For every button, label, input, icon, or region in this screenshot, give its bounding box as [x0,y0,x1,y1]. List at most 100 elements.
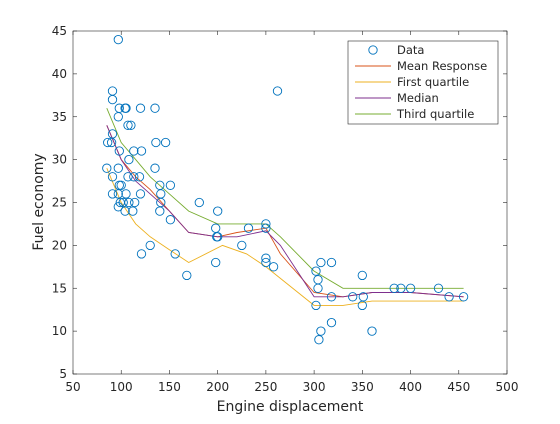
data-point [123,172,133,182]
data-point [121,189,131,199]
data-point [145,240,155,251]
data-point [151,137,161,148]
x-tick-label: 100 [110,380,133,394]
data-point [120,206,130,216]
x-axis: 50 100 150 200 250 300 350 400 450 500 [65,31,518,394]
data-point [121,103,131,113]
data-point [311,300,321,311]
data-point [326,257,337,268]
data-point [155,206,165,216]
data-point [103,137,113,148]
data-point [348,292,358,302]
data-point [357,270,367,281]
data-point [261,223,271,233]
data-point [444,292,454,302]
data-point [261,257,271,268]
y-tick-label: 10 [52,324,67,338]
data-point [114,146,124,156]
data-point [316,257,326,268]
x-tick-label: 250 [254,380,277,394]
data-point [170,249,180,259]
data-point [326,292,337,302]
data-point [126,120,136,130]
x-axis-label: Engine displacement [217,399,364,415]
data-point [134,172,145,182]
data-point [405,283,416,293]
y-tick-label: 45 [52,24,67,38]
legend-label-mean-response: Mean Response [397,59,487,73]
data-point [116,180,126,190]
data-point [135,189,146,199]
data-point [237,240,247,251]
legend-box [347,40,499,125]
data-point [367,326,377,336]
data-point [182,270,192,281]
data-point [107,172,118,182]
data-point [316,326,326,336]
data-point [311,266,321,276]
data-point [433,283,444,293]
y-tick-label: 5 [59,367,67,381]
data-point [243,223,254,233]
data-point [107,129,118,139]
data-point [261,219,271,229]
data-point [213,206,223,216]
data-point [458,292,469,302]
data-point [123,120,133,130]
legend-label-third-quartile: Third quartile [396,107,474,121]
data-point [107,94,118,105]
y-tick-label: 20 [52,238,67,252]
data-point [268,262,279,272]
data-point [113,112,123,122]
data-point [314,335,324,345]
data-point [194,197,204,208]
data-point [129,172,139,182]
x-tick-label: 50 [65,380,80,394]
data-point [150,163,160,173]
data-point [113,34,123,45]
data-point [211,223,221,233]
data-point [107,189,118,199]
data-point [160,137,171,148]
data-point [136,249,147,259]
y-tick-label: 15 [52,281,67,295]
legend-label-first-quartile: First quartile [397,75,469,89]
y-axis: 5 10 15 20 25 30 35 40 45 [52,24,507,381]
x-tick-label: 200 [206,380,229,394]
series-layer [106,108,464,306]
data-point [211,257,221,268]
series-line-third-quartile [106,108,464,289]
y-axis-label: Fuel economy [31,153,47,250]
data-point [102,163,112,173]
data-point [389,283,399,293]
data-point [150,103,160,113]
y-tick-label: 25 [52,196,67,210]
data-point [130,197,140,208]
x-tick-label: 150 [158,380,181,394]
x-tick-label: 450 [447,380,470,394]
legend-data-marker [368,45,378,55]
data-point [136,146,147,156]
legend-label-data: Data [397,43,424,57]
data-point [396,283,406,293]
data-point [313,283,323,293]
data-point [128,206,138,216]
data-point [113,163,123,173]
data-point [261,253,271,263]
data-point [272,86,283,96]
data-point [213,232,223,242]
x-tick-label: 300 [303,380,326,394]
data-point [113,189,123,199]
y-tick-label: 35 [52,110,67,124]
y-tick-label: 30 [52,153,67,167]
legend-label-median: Median [397,91,439,105]
points-layer [102,34,469,345]
data-point [124,154,134,165]
legend: Data Mean Response First quartile Median… [347,40,499,125]
data-point [165,180,176,190]
data-point [135,103,146,113]
y-tick-label: 40 [52,67,67,81]
data-point [358,292,368,302]
x-tick-label: 350 [351,380,374,394]
